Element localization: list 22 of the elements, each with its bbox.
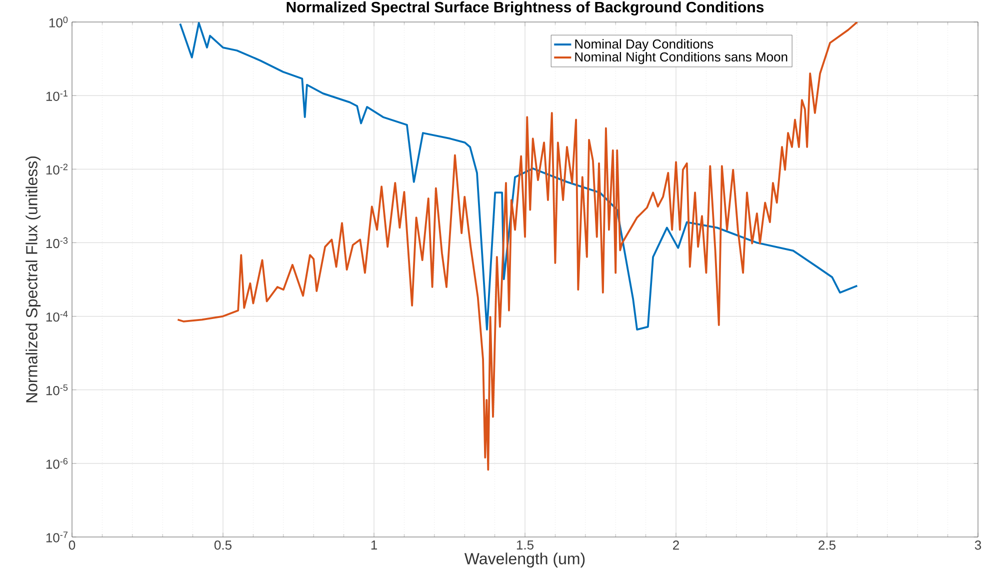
y-tick-label: 10$^{-5}$ <box>46 384 68 396</box>
line-series <box>179 22 858 331</box>
x-tick-label: 2 <box>673 540 679 550</box>
y-axis-title: Normalized Spectral Flux (unitless) <box>26 156 41 402</box>
legend-label: Nominal Day Conditions <box>575 39 714 52</box>
legend-label: Nominal Night Conditions sans Moon <box>575 52 788 64</box>
y-tick-label: 10$^{-7}$ <box>46 532 68 542</box>
x-tick-label: 2.5 <box>818 540 836 550</box>
y-tick-label: 10$^{-6}$ <box>46 458 68 469</box>
y-tick-label: 10$^{0}$ <box>49 16 68 28</box>
chart-title: Normalized Spectral Surface Brightness of Background Conditions <box>286 1 764 16</box>
y-tick-label: 10$^{-1}$ <box>46 90 68 101</box>
y-tick-label: 10$^{-4}$ <box>46 310 68 322</box>
x-axis-title: Wavelength (um) <box>464 552 585 568</box>
x-tick-label: 1.5 <box>516 540 534 550</box>
x-tick-label: 0 <box>68 540 76 550</box>
x-tick-label: 3 <box>974 540 982 550</box>
x-tick-label: 0.5 <box>214 540 232 550</box>
y-tick-label: 10$^{-2}$ <box>46 164 68 175</box>
line-series <box>176 22 858 471</box>
y-tick-label: 10$^{-3}$ <box>46 237 68 248</box>
x-tick-label: 1 <box>371 540 377 550</box>
